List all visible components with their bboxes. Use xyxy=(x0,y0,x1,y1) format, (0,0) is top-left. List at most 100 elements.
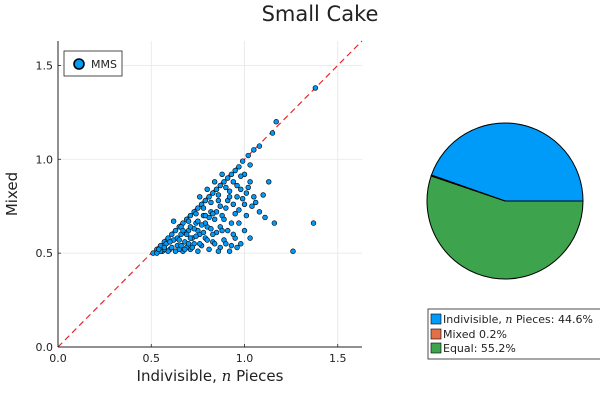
x-tick-label: 0.5 xyxy=(143,352,161,365)
scatter-point xyxy=(219,171,225,177)
scatter-point xyxy=(156,246,162,253)
scatter-plot: 0.0 0.5 1.0 1.5 0.0 0.5 1.0 1.5 Indivisible, n… xyxy=(3,40,363,385)
scatter-point xyxy=(273,119,279,125)
scatter-point xyxy=(193,211,199,217)
scatter-legend-marker xyxy=(73,58,85,70)
scatter-point xyxy=(238,173,244,179)
x-axis-label-suffix: Pieces xyxy=(231,367,283,385)
scatter-point xyxy=(213,186,220,193)
pie-legend-swatch-1 xyxy=(430,328,442,340)
scatter-point xyxy=(189,244,195,251)
pie-legend: Indivisible, n Pieces: 44.6% Mixed 0.2% … xyxy=(427,308,600,360)
scatter-point xyxy=(208,199,214,206)
scatter-point xyxy=(243,190,250,196)
scatter-point xyxy=(210,190,216,196)
scatter-point xyxy=(239,195,246,202)
scatter-point xyxy=(228,220,235,226)
scatter-point xyxy=(230,201,237,208)
scatter-point xyxy=(210,231,216,238)
scatter-point xyxy=(170,218,177,224)
pie-legend-swatch-0 xyxy=(430,313,442,325)
scatter-point xyxy=(204,237,210,243)
scatter-point xyxy=(206,246,212,253)
scatter-point xyxy=(195,218,201,224)
scatter-point xyxy=(241,201,248,208)
scatter-point xyxy=(238,186,244,193)
pie-legend-label-0: Indivisible, n Pieces: 44.6% xyxy=(443,313,593,326)
y-tick-label: 0.5 xyxy=(36,247,54,260)
scatter-point xyxy=(183,231,190,238)
scatter-point xyxy=(252,199,259,206)
scatter-point xyxy=(176,237,182,243)
scatter-point xyxy=(211,241,218,247)
scatter-point xyxy=(251,194,257,200)
scatter-point xyxy=(230,231,237,238)
scatter-point xyxy=(195,248,201,254)
scatter-point xyxy=(217,203,223,209)
scatter-point xyxy=(228,171,235,177)
scatter-point xyxy=(210,211,216,217)
scatter-point xyxy=(187,235,194,241)
chart-title: Small Cake xyxy=(262,2,379,26)
scatter-point xyxy=(234,182,240,189)
y-ticks: 0.0 0.5 1.0 1.5 xyxy=(36,59,61,354)
scatter-point xyxy=(182,246,188,253)
scatter-point xyxy=(180,227,186,234)
scatter-point xyxy=(187,212,194,219)
scatter-point xyxy=(187,224,194,230)
pie-legend-label-0-suffix: Pieces: 44.6% xyxy=(513,313,593,326)
scatter-point xyxy=(211,179,218,185)
scatter-point xyxy=(239,158,246,164)
scatter-legend-label: MMS xyxy=(91,58,117,71)
scatter-points xyxy=(150,85,319,256)
scatter-point xyxy=(215,197,222,204)
scatter-point xyxy=(195,205,201,211)
scatter-point xyxy=(161,244,168,251)
pie-legend-label-0-var: n xyxy=(505,313,512,326)
pie-slice-0 xyxy=(430,122,584,202)
scatter-point xyxy=(236,220,242,226)
scatter-point xyxy=(247,162,253,168)
scatter-point xyxy=(185,241,192,247)
y-tick-label: 0.0 xyxy=(36,341,54,354)
x-tick-label: 0.0 xyxy=(49,352,67,365)
x-axis-label-prefix: Indivisible, xyxy=(137,367,222,385)
scatter-point xyxy=(234,194,240,200)
scatter-legend: MMS xyxy=(63,50,123,77)
scatter-point xyxy=(225,175,231,181)
scatter-point xyxy=(230,179,237,185)
scatter-point xyxy=(211,216,218,223)
scatter-point xyxy=(202,212,209,219)
reference-line xyxy=(57,40,363,348)
scatter-point xyxy=(169,244,175,251)
scatter-point xyxy=(206,194,212,200)
scatter-point xyxy=(245,152,251,159)
scatter-point xyxy=(169,231,175,238)
scatter-point xyxy=(312,85,319,91)
scatter-point xyxy=(226,248,233,254)
scatter-point xyxy=(215,192,222,198)
scatter-point xyxy=(221,179,227,185)
scatter-point xyxy=(217,182,223,189)
x-axis-label-var: n xyxy=(222,367,232,385)
scatter-point xyxy=(223,205,229,211)
scatter-point xyxy=(228,242,235,249)
scatter-point xyxy=(236,164,242,170)
scatter-point xyxy=(215,248,222,254)
scatter-point xyxy=(290,248,296,254)
scatter-point xyxy=(310,220,317,226)
pie-legend-swatch-2 xyxy=(430,342,442,354)
x-ticks: 0.0 0.5 1.0 1.5 xyxy=(49,344,347,365)
scatter-point xyxy=(247,235,253,241)
scatter-point xyxy=(260,192,266,198)
scatter-point xyxy=(202,197,209,204)
scatter-point xyxy=(262,214,268,221)
scatter-point xyxy=(236,207,242,213)
scatter-point xyxy=(245,184,251,191)
pie-legend-label-0-prefix: Indivisible, xyxy=(443,313,505,326)
pie-chart xyxy=(426,122,584,280)
scatter-point xyxy=(197,194,203,200)
pie-legend-box xyxy=(427,308,600,360)
scatter-point xyxy=(256,209,263,215)
